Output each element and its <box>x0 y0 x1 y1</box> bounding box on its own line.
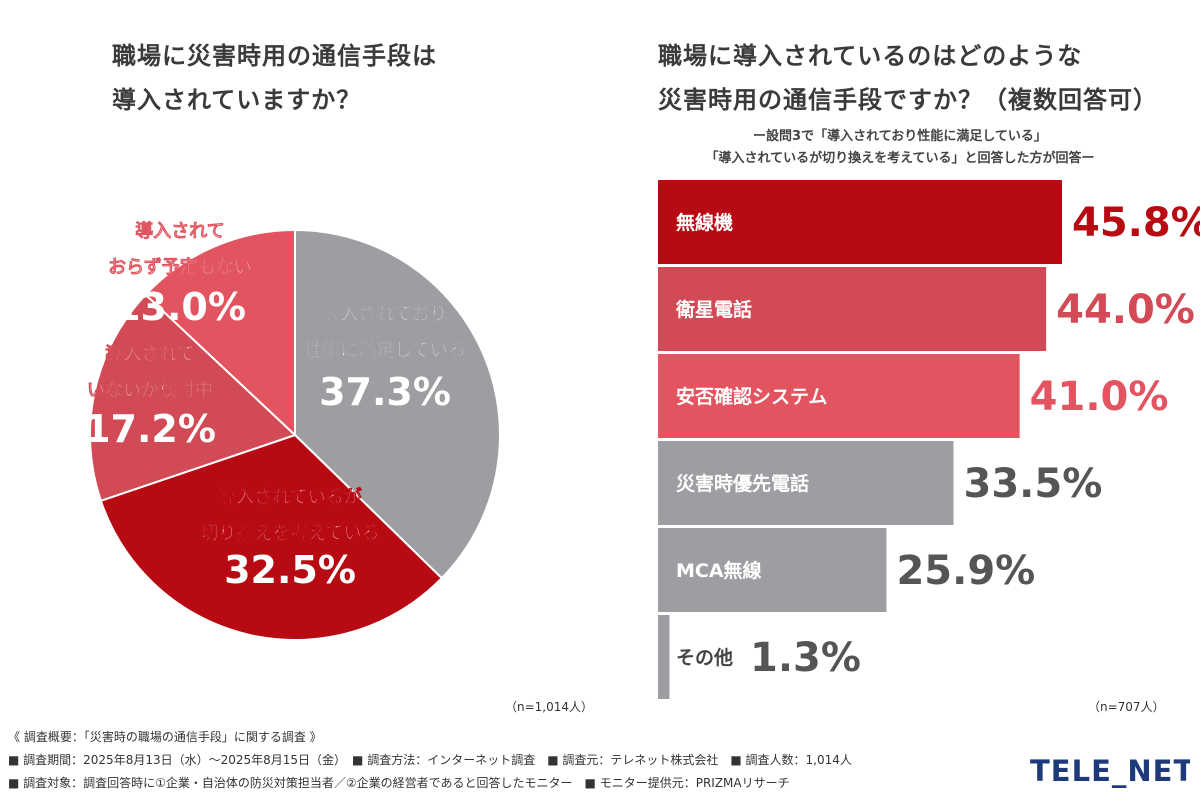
bar-category-label: MCA無線 <box>676 559 762 582</box>
pie-slice-label: 導入されて <box>105 343 194 365</box>
bar-category-label: 無線機 <box>676 211 733 234</box>
pie-slice-label: 切り換えを考えている <box>200 522 379 544</box>
pie-slice-label: 性能に満足している <box>304 339 465 361</box>
bar-subtitle-line-2: 「導入されているが切り換えを考えている」と回答した方が回答ー <box>705 151 1095 166</box>
pie-slice-label: 導入されて <box>135 220 224 242</box>
bar-sample-size: （n=707人） <box>1088 700 1165 714</box>
pie-slice <box>294 228 501 580</box>
bar-question-title: 職場に導入されているのはどのような 災害時用の通信手段ですか？（複数回答可） <box>658 34 1158 122</box>
bar-title-line-1: 職場に導入されているのはどのような <box>658 42 1083 70</box>
bar-value-label: 33.5% <box>964 461 1103 507</box>
pie-slice-label: おらず予定もない <box>108 256 252 278</box>
pie-slice-label: 導入されており <box>323 303 448 325</box>
pie-slice-value: 37.3% <box>319 370 451 414</box>
bar <box>658 528 887 612</box>
pie-slice-value: 32.5% <box>224 548 356 592</box>
bar-category-label: 災害時優先電話 <box>676 472 809 495</box>
pie-slice <box>89 293 297 503</box>
pie-question-title: 職場に災害時用の通信手段は 導入されていますか？ <box>112 34 437 122</box>
pie-slice <box>144 228 296 438</box>
bar-value-label: 44.0% <box>1056 287 1195 333</box>
bar-value-label: 41.0% <box>1030 374 1169 420</box>
logo-text: TELE_NET <box>1030 754 1190 788</box>
bar-category-label: その他 <box>676 646 733 669</box>
bar-value-label: 25.9% <box>896 548 1035 594</box>
pie-slice-label: いないが検討中 <box>87 379 213 401</box>
pie-slice-label: 導入されているが <box>218 486 361 508</box>
bar-value-label: 1.3% <box>750 635 861 681</box>
pie-slice <box>99 433 444 641</box>
survey-details-1: ■ 調査期間：2025年8月13日（水）～2025年8月15日（金） ■ 調査方… <box>8 753 852 767</box>
pie-slice-value: 13.0% <box>114 285 246 329</box>
bar-chart: 無線機 45.8% 衛星電話 44.0% 安否確認システム 41.0% 災害時優先電話 33.… <box>658 180 1200 699</box>
bar-category-label: 衛星電話 <box>675 298 752 321</box>
telenet-logo: TELE_NET <box>1030 754 1190 788</box>
pie-title-line-2: 導入されていますか？ <box>112 86 362 114</box>
bar-category-label: 安否確認システム <box>676 385 827 408</box>
pie-sample-size: （n=1,014人） <box>505 700 594 714</box>
pie-title-line-1: 職場に災害時用の通信手段は <box>112 42 437 70</box>
bar <box>658 180 1062 264</box>
bar <box>658 267 1047 351</box>
bar-value-label: 45.8% <box>1072 200 1200 246</box>
bar <box>658 354 1020 438</box>
survey-overview: 《 調査概要：「災害時の職場の通信手段」に関する調査 》 <box>8 730 322 744</box>
bar <box>658 441 954 525</box>
pie-slice-value: 17.2% <box>84 407 216 451</box>
bar <box>658 615 670 699</box>
bar-title-line-2: 災害時用の通信手段ですか？（複数回答可） <box>658 86 1158 114</box>
bar-subtitle-line-1: ー設問3で「導入されており性能に満足している」 <box>753 129 1047 144</box>
survey-details-2: ■ 調査対象：調査回答時に①企業・自治体の防災対策担当者／②企業の経営者であると… <box>8 776 790 790</box>
pie-chart: 導入されており性能に満足している 37.3% 導入されているが切り換えを考えている 3… <box>84 220 501 641</box>
